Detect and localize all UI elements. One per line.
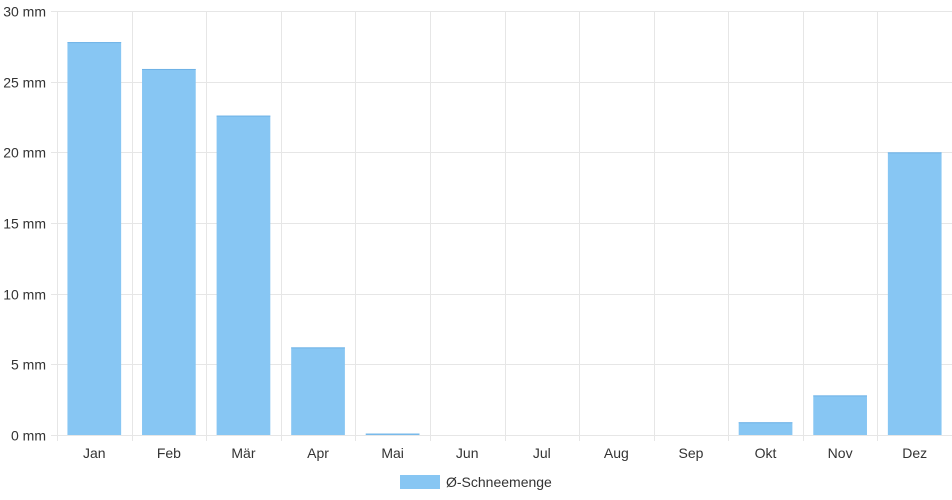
y-tick-label: 5 mm (11, 357, 46, 373)
bar[interactable] (887, 152, 942, 436)
x-tick-label: Jan (83, 445, 106, 461)
y-tick-label: 0 mm (11, 428, 46, 444)
x-tick-label: Mai (381, 445, 404, 461)
bars (67, 42, 942, 436)
legend-label: Ø-Schneemenge (446, 474, 552, 490)
x-tick-label: Okt (755, 445, 777, 461)
y-tick-label: 30 mm (3, 4, 46, 20)
y-tick-label: 15 mm (3, 216, 46, 232)
x-tick-label: Jun (456, 445, 479, 461)
legend-swatch (400, 475, 440, 489)
x-tick-label: Dez (902, 445, 927, 461)
x-tick-label: Jul (533, 445, 551, 461)
x-tick-label: Apr (307, 445, 329, 461)
x-tick-label: Feb (157, 445, 181, 461)
bar[interactable] (813, 395, 867, 435)
y-tick-label: 10 mm (3, 287, 46, 303)
bar[interactable] (216, 115, 271, 435)
y-axis-ticks: 0 mm 5 mm 10 mm 15 mm 20 mm 25 mm 30 mm (3, 4, 46, 444)
legend[interactable]: Ø-Schneemenge (400, 474, 552, 490)
grid-lines (51, 11, 952, 441)
y-tick-label: 25 mm (3, 75, 46, 91)
bar[interactable] (142, 68, 196, 436)
x-tick-label: Sep (678, 445, 703, 461)
x-tick-label: Mär (231, 445, 255, 461)
bar[interactable] (67, 42, 122, 436)
y-tick-label: 20 mm (3, 145, 46, 161)
bar[interactable] (291, 347, 345, 435)
bar[interactable] (738, 422, 793, 435)
x-axis-ticks: Jan Feb Mär Apr Mai Jun Jul Aug Sep Okt Nov Dez (83, 445, 927, 461)
x-tick-label: Aug (604, 445, 629, 461)
x-tick-label: Nov (828, 445, 853, 461)
